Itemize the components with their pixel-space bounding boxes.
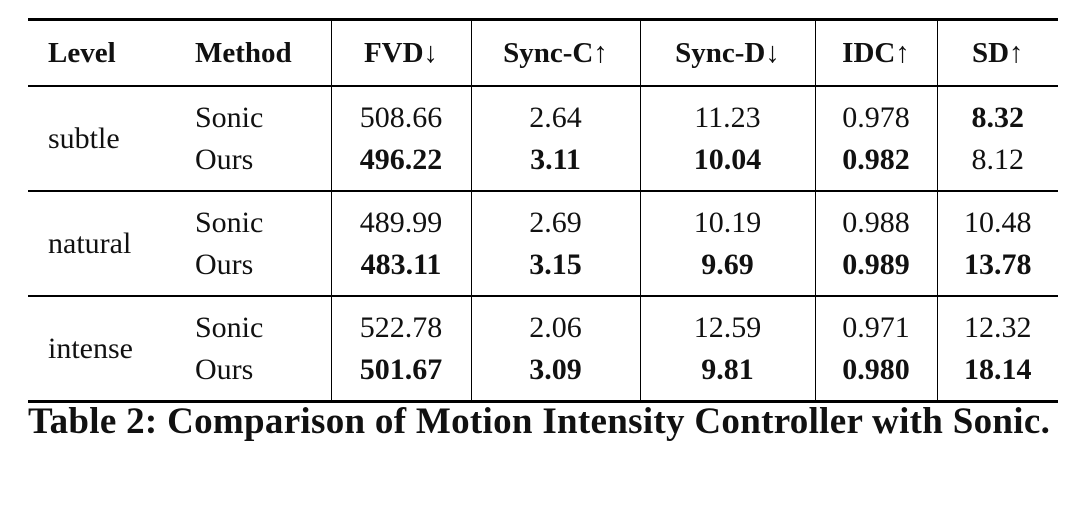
header-cell: Method <box>195 36 292 69</box>
value-cell: 2.64 <box>470 86 640 139</box>
value-cell: 496.22 <box>330 139 471 191</box>
value-cell: 10.04 <box>639 139 815 191</box>
value-cell: 10.19 <box>639 191 815 244</box>
value-cell: 522.78 <box>330 296 471 349</box>
value-cell: 3.15 <box>470 244 640 296</box>
value-cell: 2.69 <box>470 191 640 244</box>
value-cell: 18.14 <box>936 349 1058 402</box>
header-cell: Sync-D↓ <box>639 19 815 86</box>
value-cell: 3.11 <box>470 139 640 191</box>
value-cell: 0.971 <box>814 296 937 349</box>
value-cell: 13.78 <box>936 244 1058 296</box>
results-table: Level Method FVD↓ Sync-C↑ Sync-D↓ IDC↑ S… <box>28 18 1058 403</box>
method-cell: Sonic <box>195 311 264 344</box>
table-row: Ours 501.67 3.09 9.81 0.980 18.14 <box>28 349 1058 402</box>
header-cell: Sync-C↑ <box>470 19 640 86</box>
value-cell: 0.989 <box>814 244 937 296</box>
value-cell: 489.99 <box>330 191 471 244</box>
caption: Table 2: Comparison of Motion Intensity … <box>28 401 1051 442</box>
value-cell: 3.09 <box>470 349 640 402</box>
value-cell: 8.12 <box>936 139 1058 191</box>
value-cell: 12.32 <box>936 296 1058 349</box>
table-row: subtle Sonic 508.66 2.64 11.23 0.978 8.32 <box>28 86 1058 155</box>
level-cell: intense <box>48 331 133 365</box>
value-cell: 0.982 <box>814 139 937 191</box>
value-cell: 0.980 <box>814 349 937 402</box>
value-cell: 10.48 <box>936 191 1058 244</box>
method-cell: Sonic <box>195 206 264 239</box>
method-cell: Sonic <box>195 101 264 134</box>
value-cell: 0.988 <box>814 191 937 244</box>
table-row: natural Sonic 489.99 2.69 10.19 0.988 10.48 <box>28 191 1058 260</box>
header-cell: Level <box>48 36 116 69</box>
value-cell: 9.69 <box>639 244 815 296</box>
value-cell: 12.59 <box>639 296 815 349</box>
level-cell: natural <box>48 226 132 260</box>
value-cell: 508.66 <box>330 86 471 139</box>
value-cell: 11.23 <box>639 86 815 139</box>
value-cell: 2.06 <box>470 296 640 349</box>
value-cell: 483.11 <box>330 244 471 296</box>
method-cell: Ours <box>195 248 254 281</box>
value-cell: 8.32 <box>936 86 1058 139</box>
table-row: Ours 483.11 3.15 9.69 0.989 13.78 <box>28 244 1058 296</box>
level-cell: subtle <box>48 121 120 155</box>
header-cell: FVD↓ <box>330 19 471 86</box>
table-row: Ours 496.22 3.11 10.04 0.982 8.12 <box>28 139 1058 191</box>
header-cell: IDC↑ <box>814 19 937 86</box>
method-cell: Ours <box>195 143 254 176</box>
value-cell: 9.81 <box>639 349 815 402</box>
method-cell: Ours <box>195 353 254 386</box>
header-cell: SD↑ <box>936 19 1058 86</box>
table-row: intense Sonic 522.78 2.06 12.59 0.971 12.32 <box>28 296 1058 365</box>
value-cell: 0.978 <box>814 86 937 139</box>
header-row: Level Method FVD↓ Sync-C↑ Sync-D↓ IDC↑ S… <box>28 19 1058 86</box>
value-cell: 501.67 <box>330 349 471 402</box>
